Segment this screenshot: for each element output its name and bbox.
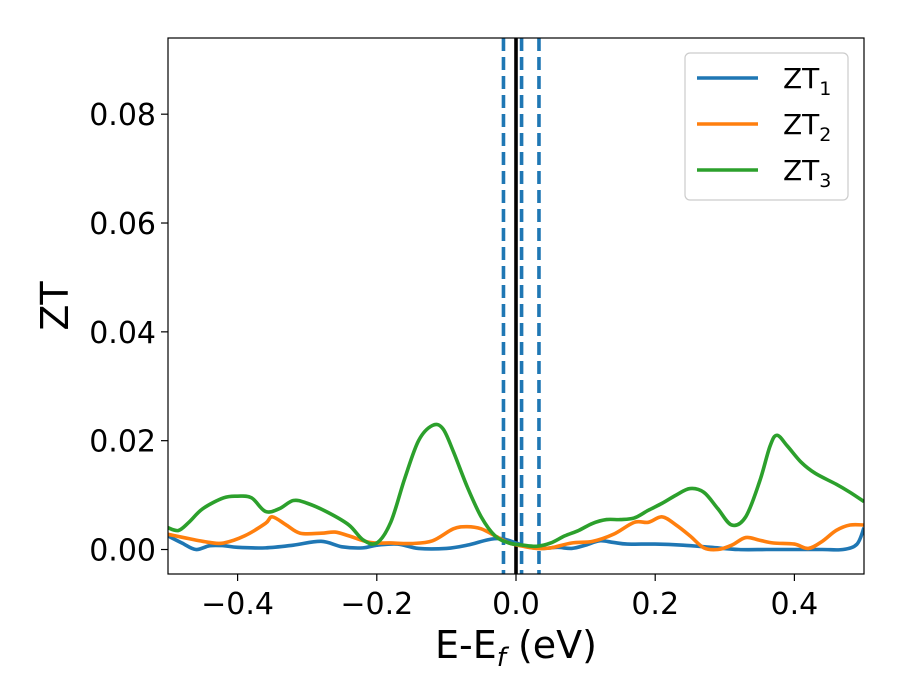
legend-label-main: ZT bbox=[783, 108, 820, 141]
y-axis-title: ZT bbox=[33, 281, 77, 331]
y-tick-label: 0.00 bbox=[89, 534, 156, 569]
y-tick-label: 0.06 bbox=[89, 207, 156, 242]
x-tick-label: −0.2 bbox=[340, 587, 413, 622]
legend-label-main: ZT bbox=[783, 62, 820, 95]
x-axis: −0.4 −0.2 0.0 0.2 0.4 bbox=[201, 574, 818, 622]
legend-label-main: ZT bbox=[783, 154, 820, 187]
x-axis-title: E-Ef (eV) bbox=[435, 623, 597, 673]
y-tick-label: 0.04 bbox=[89, 316, 156, 351]
legend-box bbox=[684, 52, 849, 201]
series-line-zt3 bbox=[168, 422, 864, 549]
reference-lines bbox=[501, 38, 541, 574]
x-axis-title-unit: (eV) bbox=[506, 623, 597, 667]
x-tick-label: 0.2 bbox=[631, 587, 679, 622]
x-tick-label: 0.4 bbox=[771, 587, 819, 622]
legend-label-zt3: ZT3 bbox=[783, 154, 831, 192]
y-tick-label: 0.02 bbox=[89, 425, 156, 460]
x-axis-title-main: E-E bbox=[435, 623, 497, 667]
x-tick-label: −0.4 bbox=[201, 587, 274, 622]
y-axis: 0.00 0.02 0.04 0.06 0.08 bbox=[89, 98, 168, 569]
legend-label-zt2: ZT2 bbox=[783, 108, 831, 146]
legend-label-zt1: ZT1 bbox=[783, 62, 831, 100]
legend-label-subscript: 3 bbox=[819, 170, 831, 192]
legend-label-subscript: 1 bbox=[819, 78, 831, 100]
y-tick-label: 0.08 bbox=[89, 98, 156, 133]
x-tick-label: 0.0 bbox=[492, 587, 540, 622]
series-layer bbox=[168, 422, 864, 552]
legend-label-subscript: 2 bbox=[819, 124, 831, 146]
